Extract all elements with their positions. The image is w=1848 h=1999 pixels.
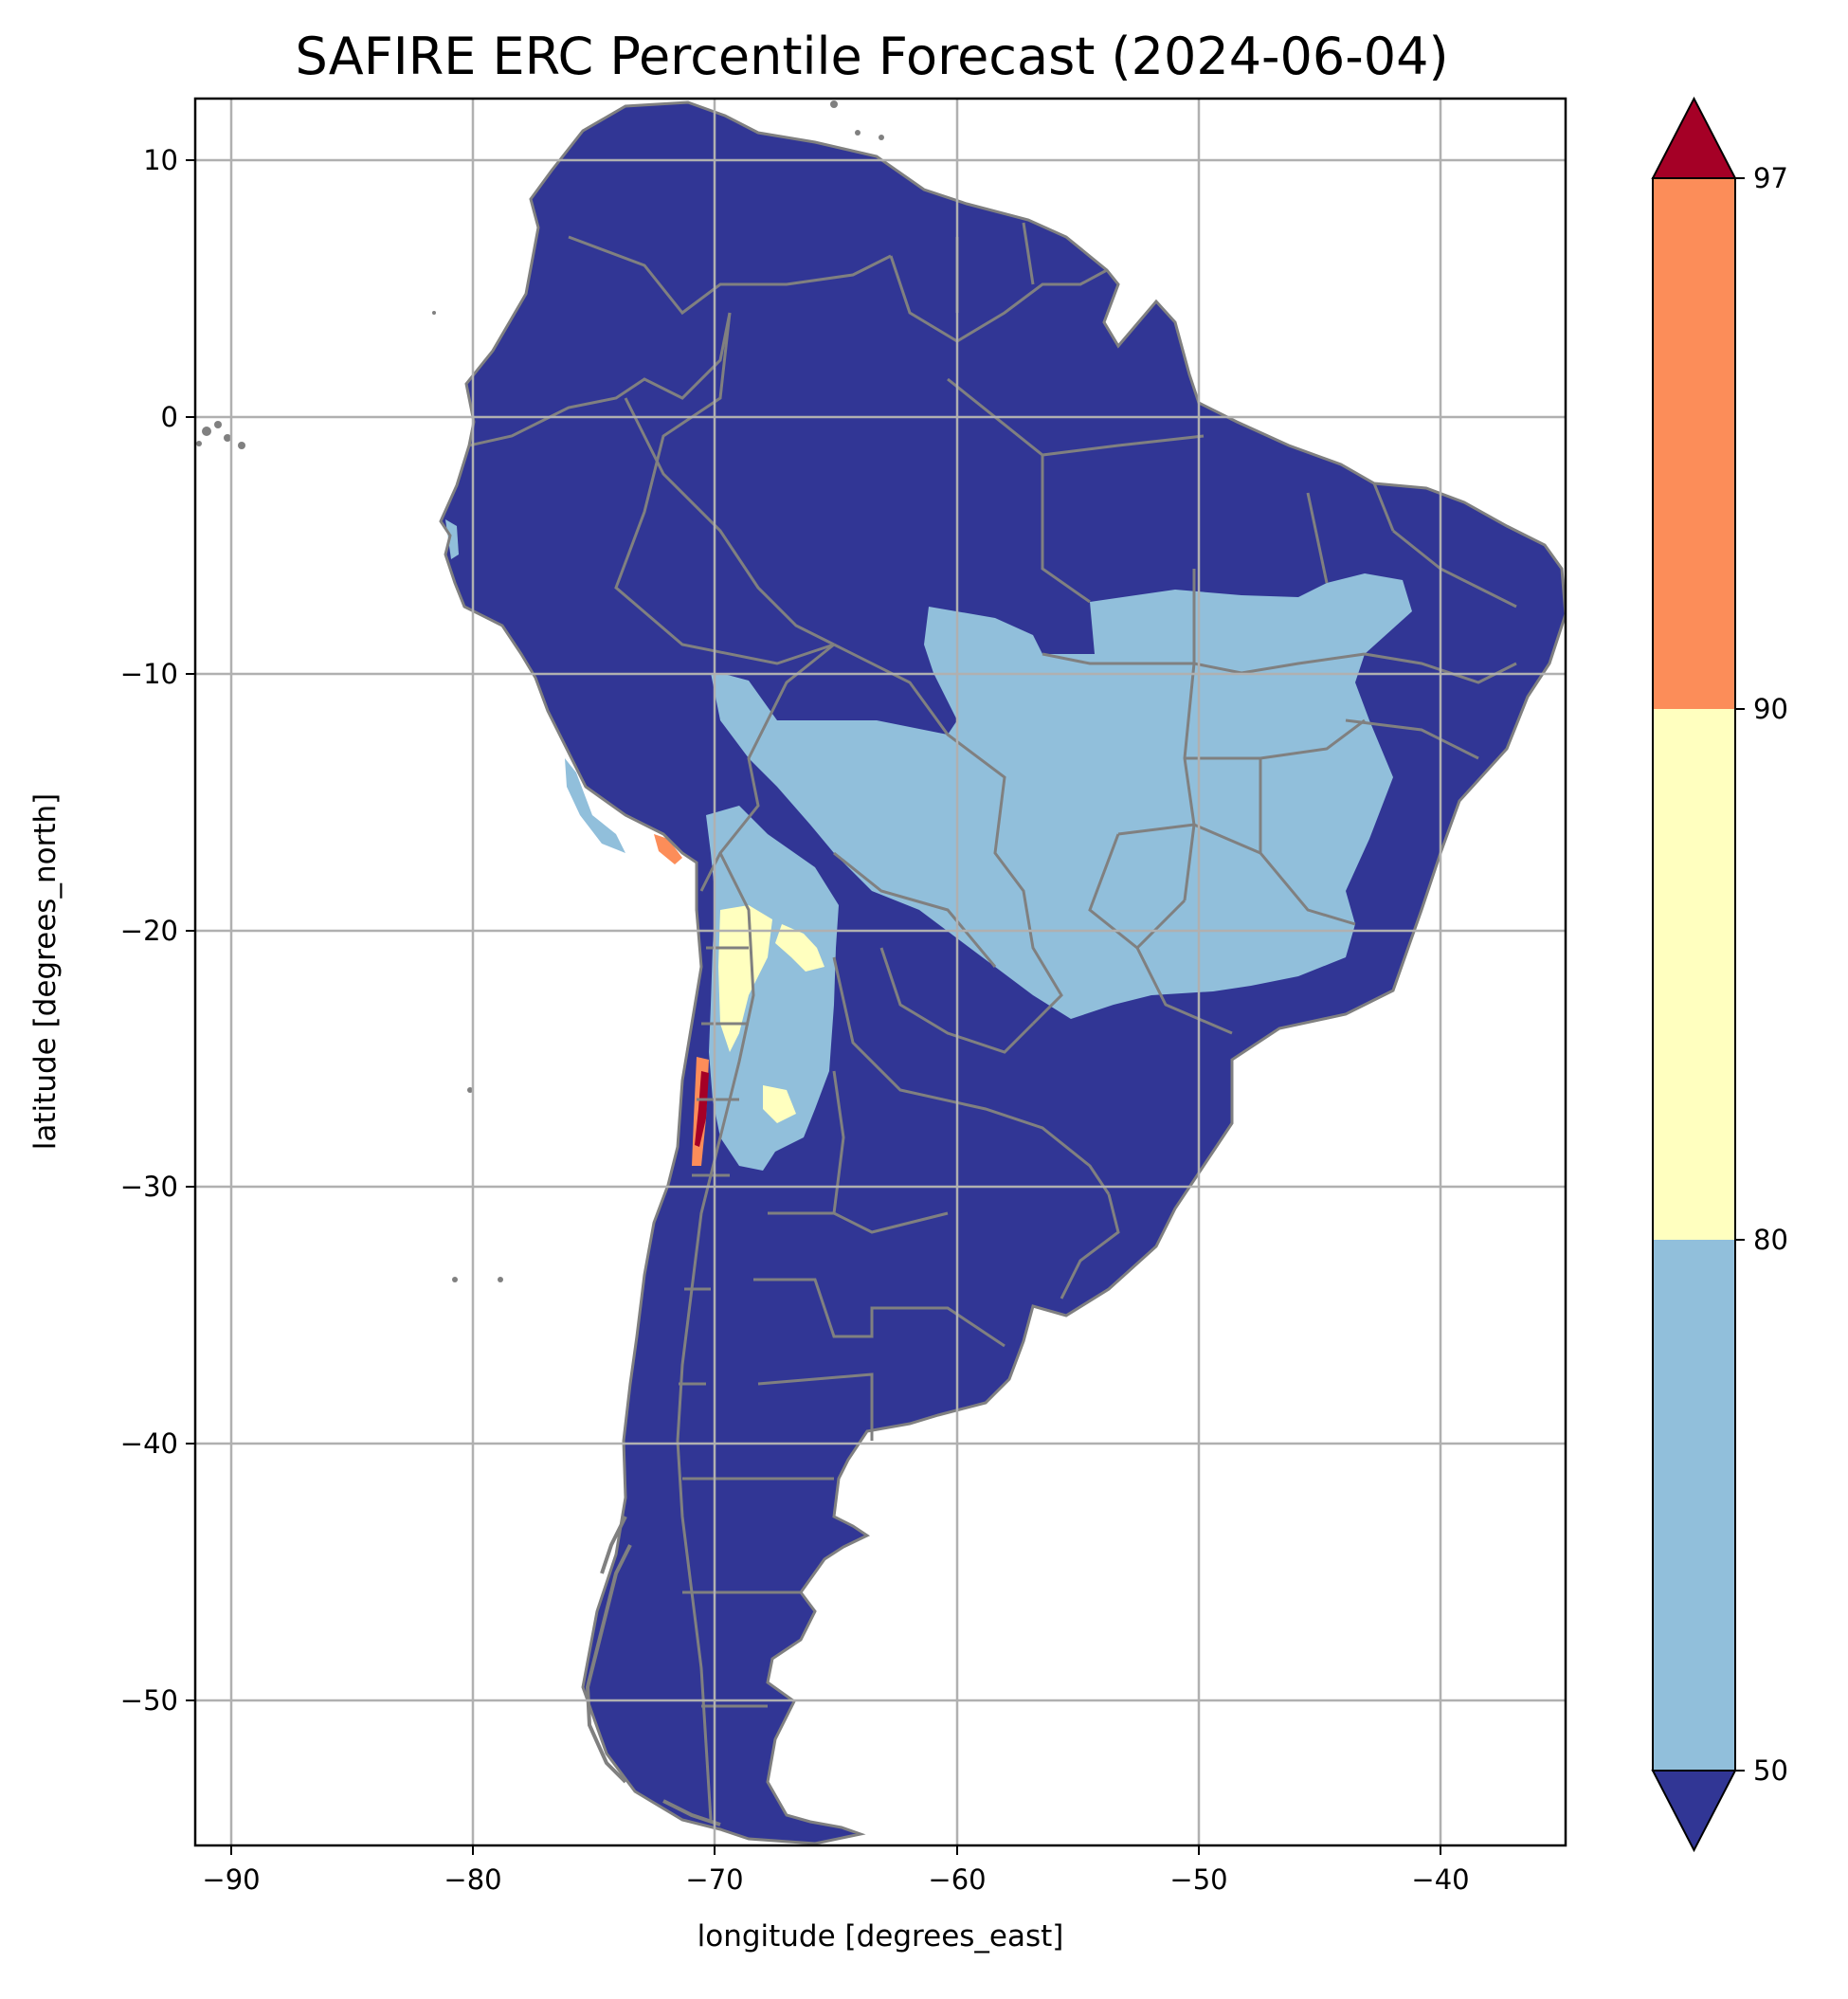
y-tick-label: −30 [120, 1171, 178, 1203]
colorbar-frame [1652, 177, 1736, 1772]
colorbar-tick-label: 80 [1753, 1224, 1788, 1256]
x-tick-label: −70 [685, 1863, 743, 1896]
percentile-50-80-andes [706, 806, 839, 1171]
x-ticks [230, 1845, 1441, 1855]
colorbar-segment-80-90 [1653, 709, 1735, 1240]
percentile-50-80-region [711, 573, 1412, 1019]
percentile-80-90-atacama [718, 905, 772, 1052]
x-axis-label: longitude [degrees_east] [698, 1919, 1064, 1954]
colorbar-ticks [1735, 177, 1745, 1772]
x-tick-label: −80 [444, 1863, 501, 1896]
y-tick-label: −50 [120, 1684, 178, 1717]
x-tick-label: −50 [1169, 1863, 1227, 1896]
colorbar-under-triangle [1651, 1770, 1737, 1853]
y-tick-label: −40 [120, 1427, 178, 1460]
y-tick-label: 0 [161, 401, 178, 433]
colorbar-tick-label: 90 [1753, 693, 1788, 725]
colorbar-tick-label: 97 [1753, 162, 1788, 194]
chart-title: SAFIRE ERC Percentile Forecast (2024-06-… [295, 27, 1448, 86]
x-tick-label: −90 [202, 1863, 260, 1896]
map-area [195, 99, 1566, 1845]
percentile-90-97-patch [654, 834, 682, 864]
x-tick-label: −60 [928, 1863, 986, 1896]
country-borders [439, 100, 1566, 1845]
percentile-50-80-coast-north [565, 758, 625, 853]
y-tick-label: 10 [143, 144, 178, 176]
x-tick-label: −40 [1411, 1863, 1469, 1896]
colorbar-segment-50-80 [1653, 1240, 1735, 1771]
colorbar-segment-90-97 [1653, 178, 1735, 709]
map-frame [193, 97, 1567, 1847]
islands [196, 100, 884, 1282]
south-america-land [441, 102, 1566, 1844]
y-tick-label: −20 [120, 915, 178, 947]
colorbar: 97 90 80 50 [1651, 96, 1788, 1853]
colorbar-tick-label: 50 [1753, 1754, 1788, 1787]
y-ticks [186, 159, 195, 1701]
percentile-above-97-strip [695, 1071, 709, 1147]
fjord-coast [585, 1516, 721, 1826]
percentile-80-90-patch [763, 1085, 796, 1123]
y-axis-label: latitude [degrees_north] [28, 793, 63, 1150]
percentile-80-90-puna [775, 924, 824, 972]
y-tick-label: −10 [120, 658, 178, 690]
percentile-50-80-coast-ec [445, 519, 459, 559]
gridlines [195, 99, 1566, 1845]
colorbar-over-triangle [1651, 96, 1737, 179]
